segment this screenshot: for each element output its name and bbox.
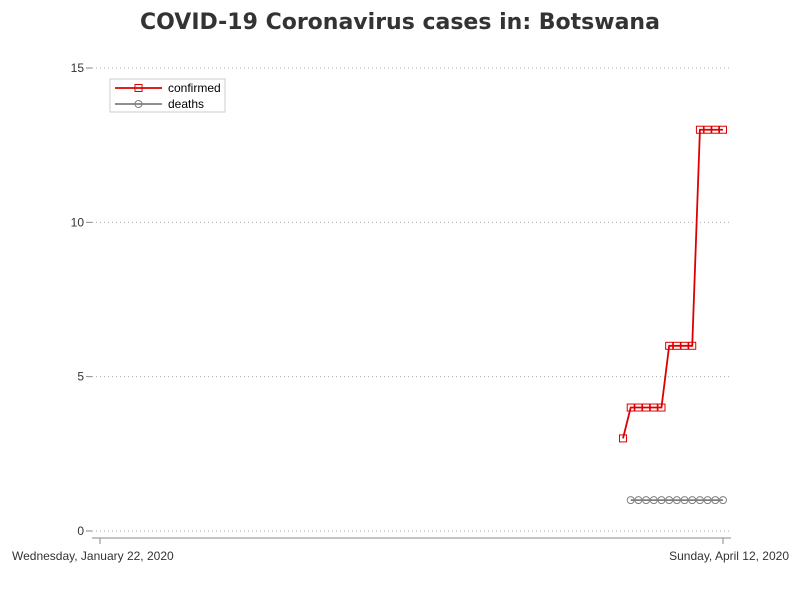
data-point-deaths — [695, 496, 704, 505]
data-point-deaths — [703, 496, 712, 505]
data-point-confirmed — [680, 341, 689, 350]
data-point-deaths — [711, 496, 720, 505]
data-point-deaths — [649, 496, 658, 505]
data-point-deaths — [665, 496, 674, 505]
data-point-confirmed — [649, 403, 658, 412]
data-point-confirmed — [657, 403, 666, 412]
data-point-confirmed — [634, 403, 643, 412]
x-tick-label: Wednesday, January 22, 2020 — [12, 549, 174, 563]
y-tick-label: 0 — [77, 524, 84, 538]
data-point-confirmed — [703, 125, 712, 134]
data-point-confirmed — [626, 403, 635, 412]
legend-box — [109, 78, 226, 113]
data-point-deaths — [688, 496, 697, 505]
legend-label-deaths: deaths — [168, 97, 204, 111]
legend-label-confirmed: confirmed — [168, 81, 221, 95]
data-point-confirmed — [134, 84, 143, 92]
axes: 0 5 10 15 Wednesday, January 22, 2020 Sunday,… — [12, 61, 789, 563]
chart-title: COVID-19 Coronavirus cases in: Botswana — [140, 10, 660, 35]
x-tick-label: Sunday, April 12, 2020 — [669, 549, 789, 563]
grid — [92, 67, 731, 532]
data-point-confirmed — [642, 403, 651, 412]
data-point-confirmed — [619, 434, 628, 443]
data-point-deaths — [626, 496, 635, 505]
legend: confirmed deaths — [109, 78, 226, 113]
data-point-deaths — [672, 496, 681, 505]
data-point-deaths — [680, 496, 689, 505]
y-tick-label: 5 — [77, 370, 84, 384]
data-point-confirmed — [688, 341, 697, 350]
data-point-confirmed — [711, 125, 720, 134]
data-point-deaths — [642, 496, 651, 505]
data-point-confirmed — [695, 125, 704, 134]
series-layer — [619, 125, 727, 505]
y-tick-label: 15 — [71, 61, 85, 75]
data-point-deaths — [634, 496, 643, 505]
series-line-confirmed — [622, 128, 723, 439]
data-point-deaths — [134, 100, 143, 108]
data-point-confirmed — [665, 341, 674, 350]
data-point-deaths — [657, 496, 666, 505]
data-point-deaths — [719, 496, 727, 505]
y-tick-label: 10 — [71, 215, 85, 229]
data-point-confirmed — [719, 125, 727, 134]
data-point-confirmed — [672, 341, 681, 350]
